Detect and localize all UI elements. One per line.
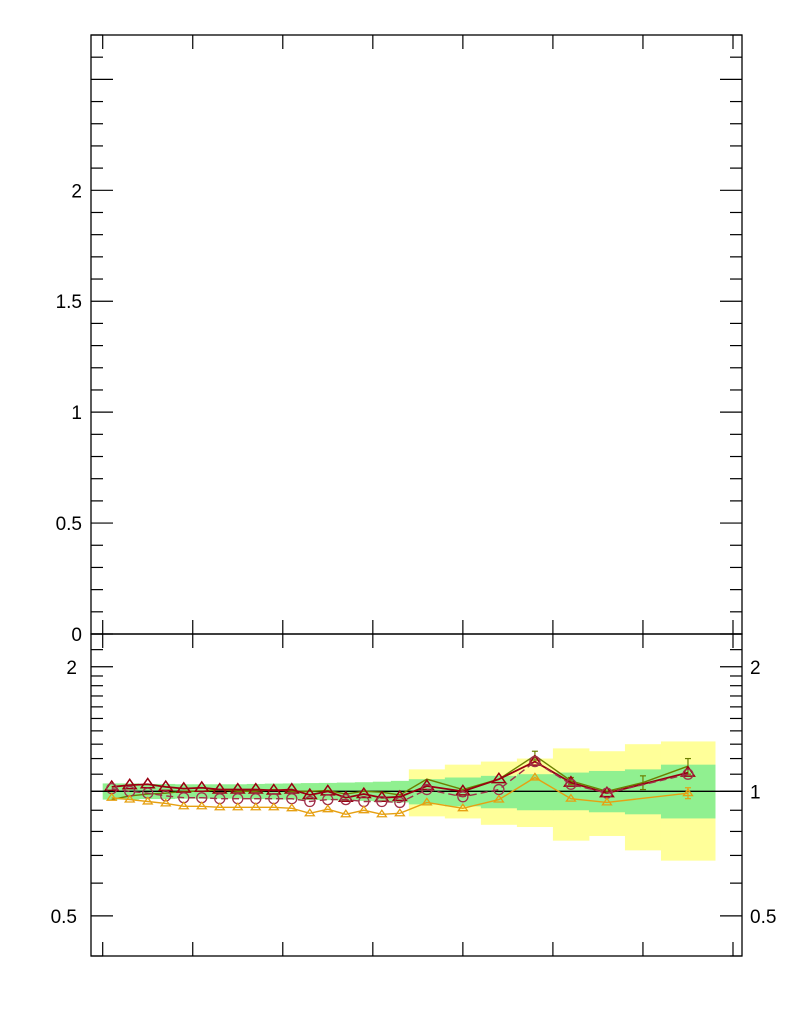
ratio-y-tick-label-left: 0.5 bbox=[51, 907, 77, 928]
data-point-circle bbox=[376, 795, 388, 808]
data-point-triangle bbox=[373, 790, 390, 802]
ratio-y-tick-labels: 0.5 2 0.5 1 2 bbox=[51, 658, 777, 928]
ratio-panel: 0.5 2 0.5 1 2 bbox=[51, 633, 777, 957]
data-point-triangle bbox=[286, 803, 298, 812]
series-maroon_circle bbox=[106, 755, 694, 809]
main-y-tick-label: 1.5 bbox=[56, 292, 82, 313]
ratio-y-tick-label-left: 2 bbox=[66, 658, 77, 679]
data-point-triangle bbox=[250, 802, 262, 811]
data-point-triangle bbox=[340, 809, 352, 818]
main-y-tick-label: 0 bbox=[71, 625, 82, 646]
data-point-triangle bbox=[268, 802, 280, 811]
data-point-triangle bbox=[562, 775, 579, 787]
data-point-triangle bbox=[177, 801, 190, 810]
data-point-triangle bbox=[123, 794, 136, 803]
data-point-triangle bbox=[304, 808, 316, 817]
data-point-triangle bbox=[490, 772, 507, 784]
main-y-tick-label: 2 bbox=[71, 181, 82, 202]
data-point-triangle bbox=[159, 798, 172, 807]
data-point-triangle bbox=[565, 793, 577, 802]
ratio-y-tick-label-right: 2 bbox=[750, 658, 761, 679]
data-point-circle bbox=[529, 755, 541, 768]
data-point-circle bbox=[160, 790, 172, 802]
data-point-triangle bbox=[493, 794, 505, 803]
main-y-tick-label: 0.5 bbox=[56, 514, 82, 535]
data-point-triangle bbox=[529, 772, 541, 781]
data-point-triangle bbox=[232, 802, 244, 811]
ratio-panel-frame bbox=[90, 633, 743, 957]
main-panel: 0 0.5 1 1.5 2 bbox=[56, 34, 743, 646]
data-point-triangle bbox=[376, 809, 388, 818]
main-y-tick-labels: 0 0.5 1 1.5 2 bbox=[56, 181, 82, 646]
data-point-triangle bbox=[301, 787, 318, 800]
main-panel-frame-ticks bbox=[91, 34, 742, 635]
data-point-circle bbox=[565, 778, 577, 790]
data-point-triangle bbox=[421, 797, 433, 806]
data-point-triangle bbox=[601, 797, 613, 806]
series-line bbox=[111, 760, 689, 804]
data-point-circle bbox=[340, 793, 352, 806]
data-point-triangle bbox=[394, 808, 406, 817]
data-point-triangle bbox=[214, 802, 226, 811]
data-point-circle bbox=[304, 795, 316, 808]
data-point-triangle bbox=[454, 784, 471, 796]
data-point-triangle bbox=[105, 792, 118, 801]
series-orange bbox=[105, 772, 694, 818]
ratio-series bbox=[103, 750, 696, 818]
ratio-y-tick-label-right: 0.5 bbox=[750, 907, 776, 928]
data-point-circle bbox=[682, 768, 694, 780]
data-point-triangle bbox=[526, 754, 543, 766]
data-point-triangle bbox=[391, 789, 408, 802]
data-point-triangle bbox=[193, 780, 210, 793]
data-point-triangle bbox=[196, 801, 208, 810]
data-point-circle bbox=[457, 791, 469, 803]
data-point-triangle bbox=[682, 787, 694, 797]
data-point-circle bbox=[394, 796, 406, 809]
data-point-triangle bbox=[457, 803, 469, 812]
data-point-triangle bbox=[322, 804, 334, 813]
ratio-y-tick-label-right: 1 bbox=[750, 782, 761, 803]
data-point-triangle bbox=[141, 796, 154, 805]
data-point-triangle bbox=[121, 777, 138, 790]
data-point-circle bbox=[421, 783, 433, 796]
main-y-tick-label: 1 bbox=[71, 403, 82, 424]
data-point-triangle bbox=[355, 786, 372, 799]
data-point-triangle bbox=[358, 805, 370, 814]
main-panel-frame bbox=[90, 34, 743, 635]
data-point-triangle bbox=[680, 765, 696, 777]
